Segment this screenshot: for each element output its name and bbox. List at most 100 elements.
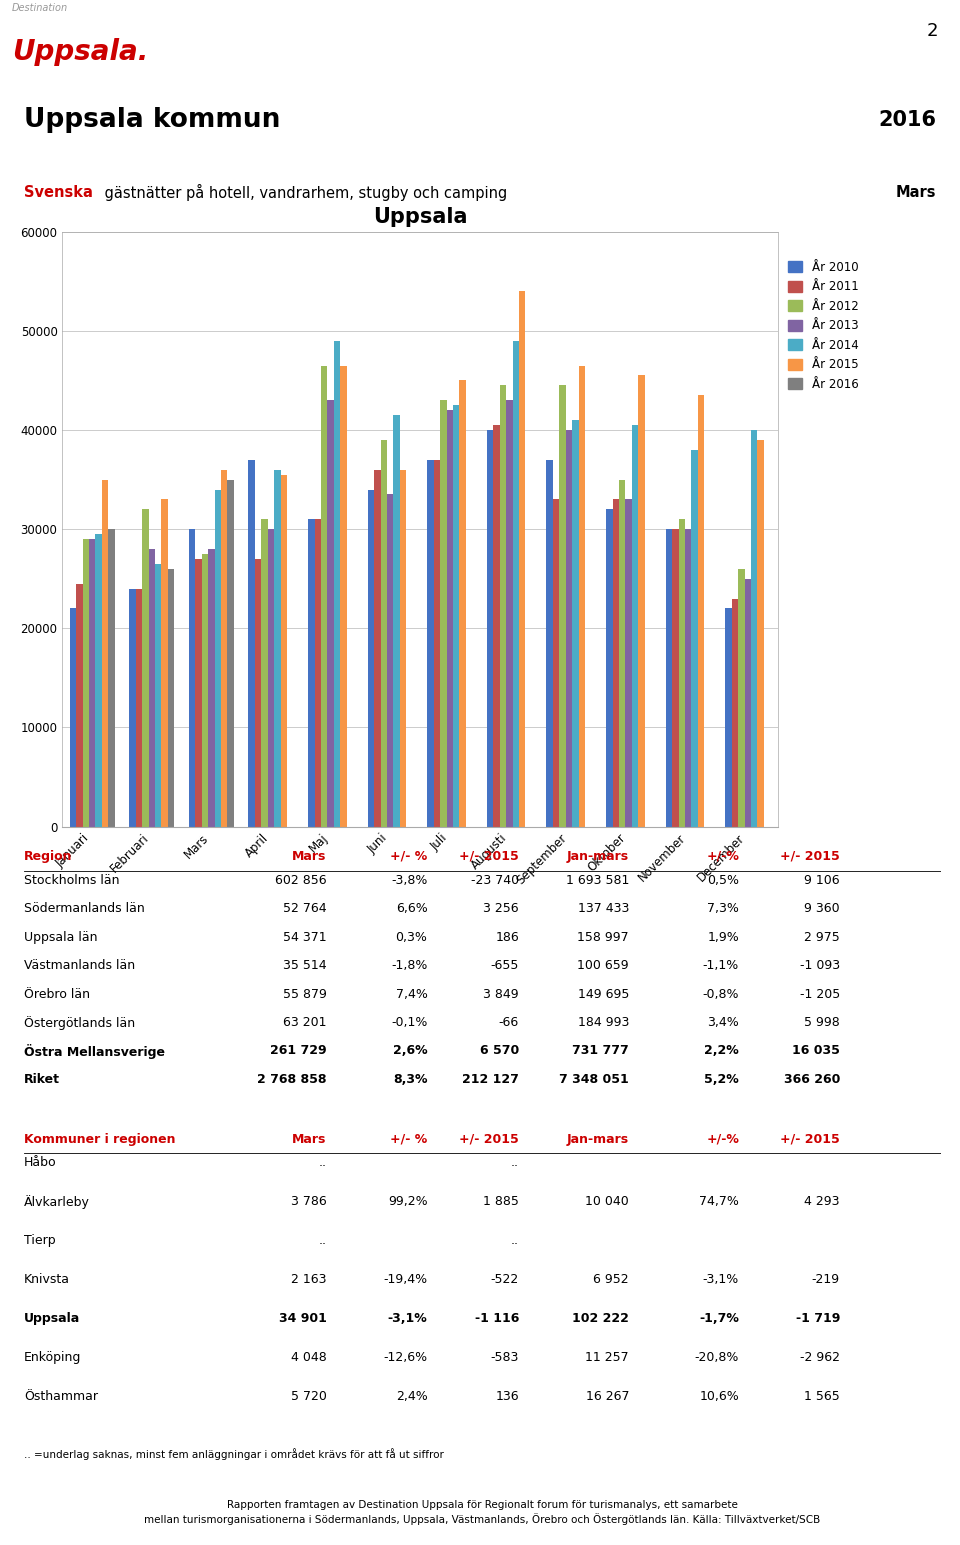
Text: -12,6%: -12,6% bbox=[383, 1350, 427, 1364]
Bar bbox=[308, 519, 315, 827]
Bar bbox=[280, 474, 287, 827]
Bar bbox=[579, 366, 585, 827]
Bar bbox=[221, 470, 228, 827]
Bar bbox=[632, 425, 638, 827]
Text: -66: -66 bbox=[499, 1017, 519, 1029]
Text: 0,3%: 0,3% bbox=[396, 930, 427, 944]
Bar bbox=[665, 528, 672, 827]
Text: 1 885: 1 885 bbox=[483, 1196, 519, 1208]
Text: 7,4%: 7,4% bbox=[396, 987, 427, 1001]
Text: -0,8%: -0,8% bbox=[703, 987, 739, 1001]
Text: -0,1%: -0,1% bbox=[391, 1017, 427, 1029]
Bar bbox=[202, 555, 208, 827]
Text: -583: -583 bbox=[491, 1350, 519, 1364]
Text: -522: -522 bbox=[491, 1273, 519, 1285]
Text: Östhammar: Östhammar bbox=[24, 1390, 98, 1403]
Bar bbox=[440, 400, 446, 827]
Text: 1 693 581: 1 693 581 bbox=[565, 874, 629, 887]
Bar bbox=[612, 499, 619, 827]
Text: -655: -655 bbox=[491, 959, 519, 972]
Text: -1,1%: -1,1% bbox=[703, 959, 739, 972]
Text: 54 371: 54 371 bbox=[283, 930, 326, 944]
Bar bbox=[374, 470, 380, 827]
Text: 9 360: 9 360 bbox=[804, 902, 840, 916]
Bar bbox=[560, 385, 565, 827]
Legend: År 2010, År 2011, År 2012, År 2013, År 2014, År 2015, År 2016: År 2010, År 2011, År 2012, År 2013, År 2… bbox=[788, 261, 858, 391]
Text: -219: -219 bbox=[812, 1273, 840, 1285]
Text: 10 040: 10 040 bbox=[586, 1196, 629, 1208]
Bar bbox=[334, 341, 340, 827]
Text: +/- %: +/- % bbox=[390, 1132, 427, 1146]
Text: 137 433: 137 433 bbox=[578, 902, 629, 916]
Bar bbox=[513, 341, 519, 827]
Text: 10,6%: 10,6% bbox=[699, 1390, 739, 1403]
Bar bbox=[208, 548, 215, 827]
Text: Älvkarleby: Älvkarleby bbox=[24, 1196, 90, 1210]
Text: 5 998: 5 998 bbox=[804, 1017, 840, 1029]
Bar bbox=[619, 479, 625, 827]
Bar bbox=[553, 499, 560, 827]
Bar bbox=[625, 499, 632, 827]
Bar bbox=[679, 519, 685, 827]
Text: 5,2%: 5,2% bbox=[705, 1072, 739, 1086]
Text: +/- %: +/- % bbox=[390, 850, 427, 862]
Bar bbox=[487, 430, 493, 827]
Text: 2: 2 bbox=[926, 22, 938, 40]
Text: Örebro län: Örebro län bbox=[24, 987, 90, 1001]
Bar bbox=[738, 569, 745, 827]
Bar bbox=[168, 569, 175, 827]
Text: Östergötlands län: Östergötlands län bbox=[24, 1017, 135, 1031]
Text: -23 740: -23 740 bbox=[471, 874, 519, 887]
Text: -1,8%: -1,8% bbox=[391, 959, 427, 972]
Bar bbox=[249, 460, 255, 827]
Text: 2 768 858: 2 768 858 bbox=[257, 1072, 326, 1086]
Bar bbox=[95, 535, 102, 827]
Text: 35 514: 35 514 bbox=[283, 959, 326, 972]
Text: Kommuner i regionen: Kommuner i regionen bbox=[24, 1132, 176, 1146]
Text: +/-%: +/-% bbox=[707, 850, 739, 862]
Text: 366 260: 366 260 bbox=[783, 1072, 840, 1086]
Text: 6,6%: 6,6% bbox=[396, 902, 427, 916]
Text: Södermanlands län: Södermanlands län bbox=[24, 902, 145, 916]
Bar bbox=[387, 494, 394, 827]
Text: ..: .. bbox=[319, 1157, 326, 1170]
Text: Tierp: Tierp bbox=[24, 1234, 56, 1247]
Bar bbox=[268, 528, 275, 827]
Text: Mars: Mars bbox=[292, 1132, 326, 1146]
Text: ..: .. bbox=[511, 1157, 519, 1170]
Text: Håbo: Håbo bbox=[24, 1157, 57, 1170]
Text: +/- 2015: +/- 2015 bbox=[459, 1132, 519, 1146]
Bar bbox=[189, 528, 195, 827]
Text: 1 565: 1 565 bbox=[804, 1390, 840, 1403]
Text: 2 163: 2 163 bbox=[291, 1273, 326, 1285]
Bar bbox=[261, 519, 268, 827]
Bar bbox=[380, 440, 387, 827]
Text: -3,8%: -3,8% bbox=[391, 874, 427, 887]
Bar bbox=[546, 460, 553, 827]
Text: 149 695: 149 695 bbox=[578, 987, 629, 1001]
Bar bbox=[565, 430, 572, 827]
Bar bbox=[732, 598, 738, 827]
Text: Svenska: Svenska bbox=[24, 185, 93, 199]
Bar bbox=[606, 510, 612, 827]
Text: 3,4%: 3,4% bbox=[708, 1017, 739, 1029]
Text: Uppsala.: Uppsala. bbox=[12, 39, 148, 66]
Text: 4 293: 4 293 bbox=[804, 1196, 840, 1208]
Bar bbox=[315, 519, 321, 827]
Text: 74,7%: 74,7% bbox=[699, 1196, 739, 1208]
Text: Knivsta: Knivsta bbox=[24, 1273, 70, 1285]
Text: +/- 2015: +/- 2015 bbox=[780, 1132, 840, 1146]
Text: 2,6%: 2,6% bbox=[393, 1044, 427, 1057]
Bar bbox=[149, 548, 155, 827]
Bar bbox=[453, 405, 460, 827]
Text: 158 997: 158 997 bbox=[578, 930, 629, 944]
Bar bbox=[572, 420, 579, 827]
Bar bbox=[83, 539, 89, 827]
Bar bbox=[698, 396, 705, 827]
Text: 0,5%: 0,5% bbox=[708, 874, 739, 887]
Text: 1,9%: 1,9% bbox=[708, 930, 739, 944]
Bar bbox=[70, 609, 76, 827]
Text: 55 879: 55 879 bbox=[282, 987, 326, 1001]
Text: Rapporten framtagen av Destination Uppsala för Regionalt forum för turismanalys,: Rapporten framtagen av Destination Uppsa… bbox=[144, 1500, 821, 1525]
Text: Västmanlands län: Västmanlands län bbox=[24, 959, 135, 972]
